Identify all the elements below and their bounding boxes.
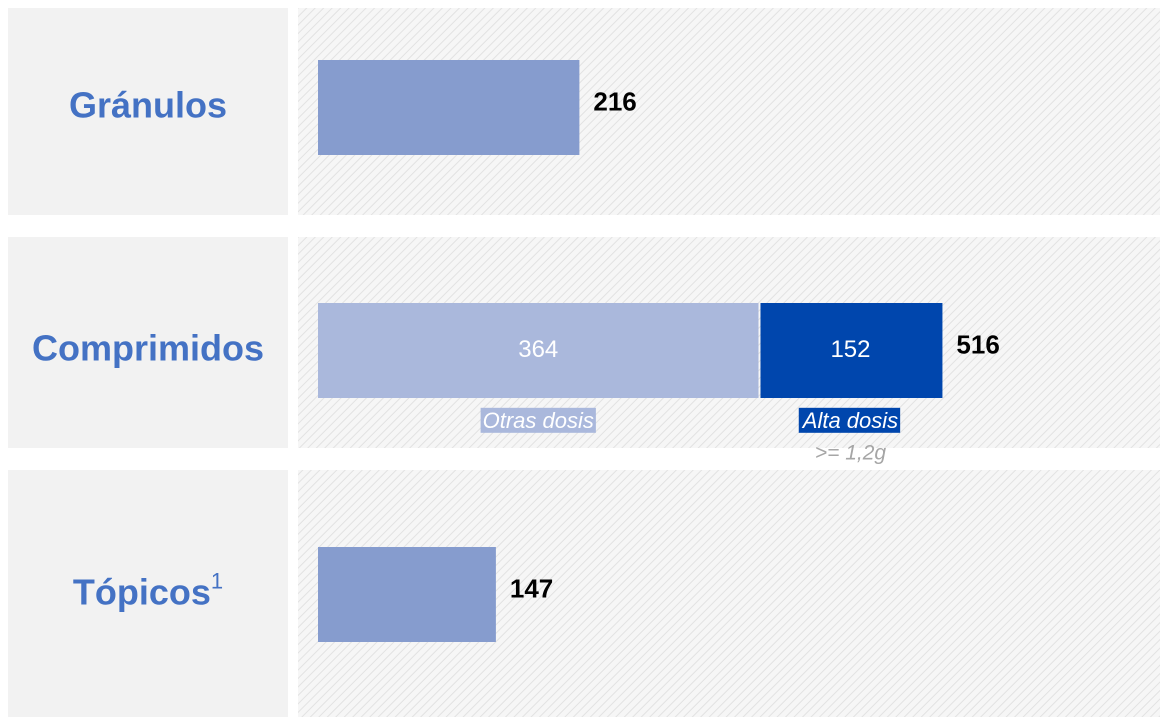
- category-label: Tópicos1: [73, 568, 223, 612]
- category-name: Comprimidos: [32, 327, 264, 368]
- bar-segment: [318, 60, 580, 155]
- segment-note: >= 1,2g: [815, 442, 887, 465]
- bar-segment: [760, 303, 943, 398]
- total-label: 516: [956, 329, 999, 359]
- label-panel: [8, 470, 288, 717]
- bar-segment: [318, 303, 759, 398]
- segment-name-bg: [798, 407, 901, 433]
- segment-label: 152: [830, 336, 870, 363]
- category-name: Tópicos: [73, 571, 211, 612]
- segment-name: Alta dosis: [801, 408, 898, 433]
- category-label: Gránulos: [69, 84, 227, 125]
- bar-segment: [318, 547, 496, 642]
- total-label: 147: [510, 573, 553, 603]
- category-name: Gránulos: [69, 84, 227, 125]
- segment-label: 364: [518, 336, 558, 363]
- segment-name-bg: [480, 407, 596, 433]
- superscript: 1: [211, 568, 223, 593]
- segment-name: Otras dosis: [483, 408, 594, 433]
- label-panel: [8, 8, 288, 215]
- total-label: 216: [593, 86, 636, 116]
- category-label: Comprimidos: [32, 327, 264, 368]
- label-panel: [8, 237, 288, 448]
